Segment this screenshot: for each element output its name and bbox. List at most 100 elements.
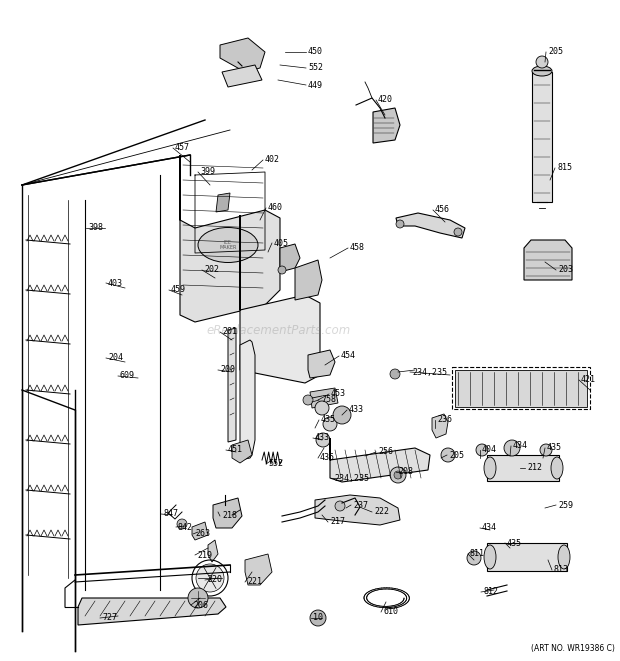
Ellipse shape [551,457,563,479]
Polygon shape [295,260,322,300]
Text: 420: 420 [378,95,393,104]
Circle shape [316,433,330,447]
Text: 202: 202 [204,266,219,274]
Polygon shape [308,350,335,378]
Polygon shape [315,495,400,525]
Polygon shape [310,388,338,408]
Bar [487,455,559,481]
Circle shape [323,417,337,431]
Circle shape [504,440,520,456]
Polygon shape [432,414,448,438]
Polygon shape [240,340,255,460]
Text: 435: 435 [547,444,562,453]
Text: 450: 450 [308,48,323,56]
Text: 204: 204 [108,354,123,362]
Text: (ART NO. WR19386 C): (ART NO. WR19386 C) [531,644,615,653]
Text: eReplacementParts.com: eReplacementParts.com [207,324,351,337]
Text: 610: 610 [383,607,398,617]
Text: 236: 236 [437,416,452,424]
Text: 435: 435 [321,416,336,424]
Circle shape [333,406,351,424]
Text: 234,235: 234,235 [334,473,369,483]
Ellipse shape [532,66,552,76]
Text: 449: 449 [308,81,323,89]
Text: 201: 201 [222,327,237,336]
Text: 815: 815 [557,163,572,173]
Text: 221: 221 [247,578,262,586]
Circle shape [394,471,402,479]
Text: 811: 811 [470,549,485,559]
Polygon shape [280,244,300,272]
Circle shape [335,501,345,511]
Polygon shape [216,193,230,212]
Text: 200: 200 [220,366,235,375]
Text: 552: 552 [268,459,283,469]
Circle shape [467,551,481,565]
Text: 453: 453 [331,389,346,399]
Text: 259: 259 [558,500,573,510]
Polygon shape [180,155,280,322]
Text: 402: 402 [265,155,280,165]
Text: 460: 460 [268,204,283,212]
Text: 399: 399 [200,167,215,176]
Text: 205: 205 [449,451,464,459]
Bar [455,370,587,407]
Text: 219: 219 [197,551,212,559]
Text: 205: 205 [548,48,563,56]
Text: 434: 434 [513,442,528,451]
Polygon shape [232,440,252,463]
Text: 813: 813 [554,566,569,574]
Text: 433: 433 [349,405,364,414]
Text: 421: 421 [581,375,596,385]
Text: 263: 263 [195,529,210,539]
Text: 459: 459 [171,286,186,295]
Polygon shape [213,498,242,528]
Text: 222: 222 [374,508,389,516]
Text: 206: 206 [193,600,208,609]
Polygon shape [524,240,572,280]
Text: 10: 10 [313,613,323,623]
Circle shape [177,519,187,529]
Circle shape [396,220,404,228]
Text: 256: 256 [378,447,393,457]
Text: 208: 208 [398,467,413,477]
Circle shape [303,395,313,405]
Text: 403: 403 [108,278,123,288]
Text: 458: 458 [350,243,365,253]
Text: ICE
MAKER: ICE MAKER [219,239,237,251]
Circle shape [454,228,462,236]
Text: 434: 434 [482,524,497,533]
Circle shape [196,564,224,592]
Polygon shape [228,328,236,442]
Text: 218: 218 [222,512,237,520]
Circle shape [188,588,208,608]
Circle shape [278,266,286,274]
Ellipse shape [484,457,496,479]
Circle shape [390,467,406,483]
Circle shape [310,610,326,626]
Text: 847: 847 [163,510,178,518]
Text: 842: 842 [178,522,193,531]
Circle shape [390,369,400,379]
Circle shape [441,448,455,462]
Text: 203: 203 [558,266,573,274]
Text: 609: 609 [120,371,135,381]
Polygon shape [240,215,320,383]
Text: 727: 727 [102,613,117,623]
Text: 454: 454 [341,352,356,360]
Polygon shape [396,213,465,238]
Bar [487,543,567,571]
Polygon shape [208,540,218,562]
Text: 812: 812 [483,588,498,596]
Polygon shape [220,38,265,72]
Bar [452,367,590,409]
Text: 552: 552 [308,63,323,73]
Ellipse shape [484,545,496,569]
Polygon shape [245,554,272,585]
Text: 451: 451 [228,446,243,455]
Circle shape [315,401,329,415]
Polygon shape [222,65,262,87]
Polygon shape [373,108,400,143]
Text: 405: 405 [274,239,289,247]
Polygon shape [330,438,430,482]
